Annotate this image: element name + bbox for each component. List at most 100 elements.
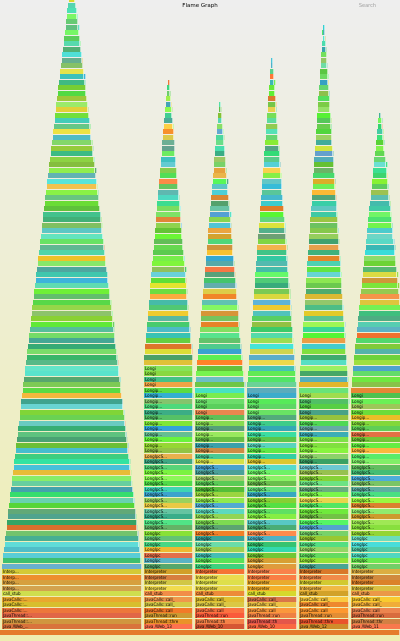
stack-frame[interactable]: Longip... [195, 448, 245, 453]
stack-frame[interactable] [11, 486, 133, 492]
stack-frame[interactable] [315, 140, 333, 145]
stack-frame[interactable] [52, 134, 92, 140]
stack-frame[interactable] [397, 283, 400, 288]
stack-frame[interactable]: JavaThread::thre [144, 618, 193, 624]
stack-frame[interactable] [161, 156, 176, 162]
stack-frame[interactable] [9, 497, 135, 503]
stack-frame[interactable]: LongIpcS... [195, 492, 245, 497]
stack-frame[interactable]: Longip... [144, 420, 193, 426]
stack-frame[interactable]: LongIpcS... [351, 497, 400, 503]
stack-frame[interactable]: Longip... [351, 415, 400, 420]
stack-frame[interactable]: Longip... [299, 453, 349, 459]
stack-frame[interactable] [319, 85, 329, 90]
stack-frame[interactable] [318, 101, 330, 107]
stack-frame[interactable]: LongIpcS... [144, 470, 193, 475]
stack-frame[interactable] [197, 360, 243, 365]
stack-frame[interactable]: LongIpcS... [247, 481, 297, 486]
stack-frame[interactable] [371, 189, 389, 195]
stack-frame[interactable] [357, 327, 400, 332]
stack-frame[interactable] [213, 173, 227, 178]
stack-frame[interactable] [94, 167, 97, 173]
stack-frame[interactable] [263, 162, 281, 167]
stack-frame[interactable] [322, 35, 326, 41]
stack-frame[interactable] [213, 162, 226, 167]
stack-frame[interactable] [200, 327, 240, 332]
stack-frame[interactable] [164, 118, 173, 123]
stack-frame[interactable] [352, 376, 400, 382]
stack-frame[interactable] [307, 255, 341, 261]
stack-frame[interactable] [300, 360, 348, 365]
stack-frame[interactable] [27, 349, 117, 354]
stack-frame[interactable] [303, 327, 345, 332]
stack-frame[interactable]: Longip... [144, 437, 193, 442]
stack-frame[interactable] [370, 195, 390, 200]
stack-frame[interactable] [253, 299, 291, 305]
stack-frame[interactable] [63, 41, 81, 46]
stack-frame[interactable] [93, 156, 96, 162]
stack-frame[interactable]: call_stub [247, 591, 297, 596]
stack-frame[interactable] [255, 277, 289, 283]
stack-frame[interactable]: JavaCalls::call_ [247, 602, 297, 607]
stack-frame[interactable] [20, 404, 124, 409]
stack-frame[interactable]: Longi [144, 376, 193, 382]
stack-frame[interactable]: LongIpcS... [351, 514, 400, 519]
stack-frame[interactable] [369, 206, 391, 211]
stack-frame[interactable]: LongIpcS... [144, 508, 193, 514]
search-button[interactable]: Search [358, 3, 376, 9]
stack-frame[interactable] [39, 244, 105, 250]
stack-frame[interactable] [51, 145, 93, 151]
stack-frame[interactable] [222, 134, 225, 140]
stack-frame[interactable] [302, 338, 346, 343]
stack-frame[interactable] [356, 338, 400, 343]
stack-frame[interactable] [273, 79, 276, 85]
stack-frame[interactable]: Longi [299, 398, 349, 404]
stack-frame[interactable]: JavaCalls::call_ [247, 596, 297, 602]
stack-frame[interactable] [207, 244, 233, 250]
stack-frame[interactable]: LongIpcS... [195, 464, 245, 470]
stack-frame[interactable] [37, 261, 107, 266]
stack-frame[interactable] [257, 250, 287, 255]
stack-frame[interactable] [68, 2, 76, 8]
stack-frame[interactable]: LongIpcS... [299, 497, 349, 503]
stack-frame[interactable] [207, 233, 233, 239]
stack-frame[interactable] [31, 310, 113, 316]
stack-frame[interactable] [310, 211, 338, 217]
stack-frame[interactable] [211, 195, 229, 200]
stack-frame[interactable] [226, 178, 229, 184]
stack-frame[interactable]: LongIpcS... [195, 486, 245, 492]
stack-frame[interactable] [196, 371, 244, 376]
stack-frame[interactable]: LongIpcS... [351, 481, 400, 486]
stack-frame[interactable] [159, 178, 178, 184]
stack-frame[interactable]: JavaThread::... [2, 618, 142, 624]
stack-frame[interactable] [156, 211, 181, 217]
stack-frame[interactable] [44, 206, 100, 211]
stack-frame[interactable] [65, 24, 79, 30]
stack-frame[interactable]: Longip... [247, 426, 297, 431]
stack-frame[interactable]: Interpreter [351, 580, 400, 585]
stack-frame[interactable] [373, 162, 387, 167]
stack-frame[interactable] [64, 30, 80, 35]
stack-frame[interactable]: Longip... [144, 431, 193, 437]
stack-frame[interactable]: LongIpc [144, 563, 193, 569]
stack-frame[interactable]: LongIpc [195, 547, 245, 552]
stack-frame[interactable] [148, 305, 189, 310]
stack-frame[interactable]: LongIpcS... [195, 503, 245, 508]
stack-frame[interactable] [250, 343, 294, 349]
stack-frame[interactable] [21, 398, 123, 404]
stack-frame[interactable] [59, 79, 85, 85]
stack-frame[interactable]: LongIpc [247, 558, 297, 563]
stack-frame[interactable]: LongIpc [195, 552, 245, 558]
stack-frame[interactable]: JavaCalls::... [2, 607, 142, 613]
stack-frame[interactable]: JavaThread::th [195, 618, 245, 624]
stack-frame[interactable] [313, 173, 335, 178]
stack-frame[interactable] [206, 255, 234, 261]
stack-frame[interactable] [151, 266, 186, 272]
stack-frame[interactable] [257, 244, 287, 250]
stack-frame[interactable] [30, 321, 114, 327]
stack-frame[interactable] [42, 222, 102, 228]
stack-frame[interactable] [89, 123, 92, 129]
stack-frame[interactable]: JavaThread::... [2, 613, 142, 618]
stack-frame[interactable] [218, 112, 222, 118]
stack-frame[interactable]: call_stub [299, 591, 349, 596]
stack-frame[interactable] [304, 299, 344, 305]
